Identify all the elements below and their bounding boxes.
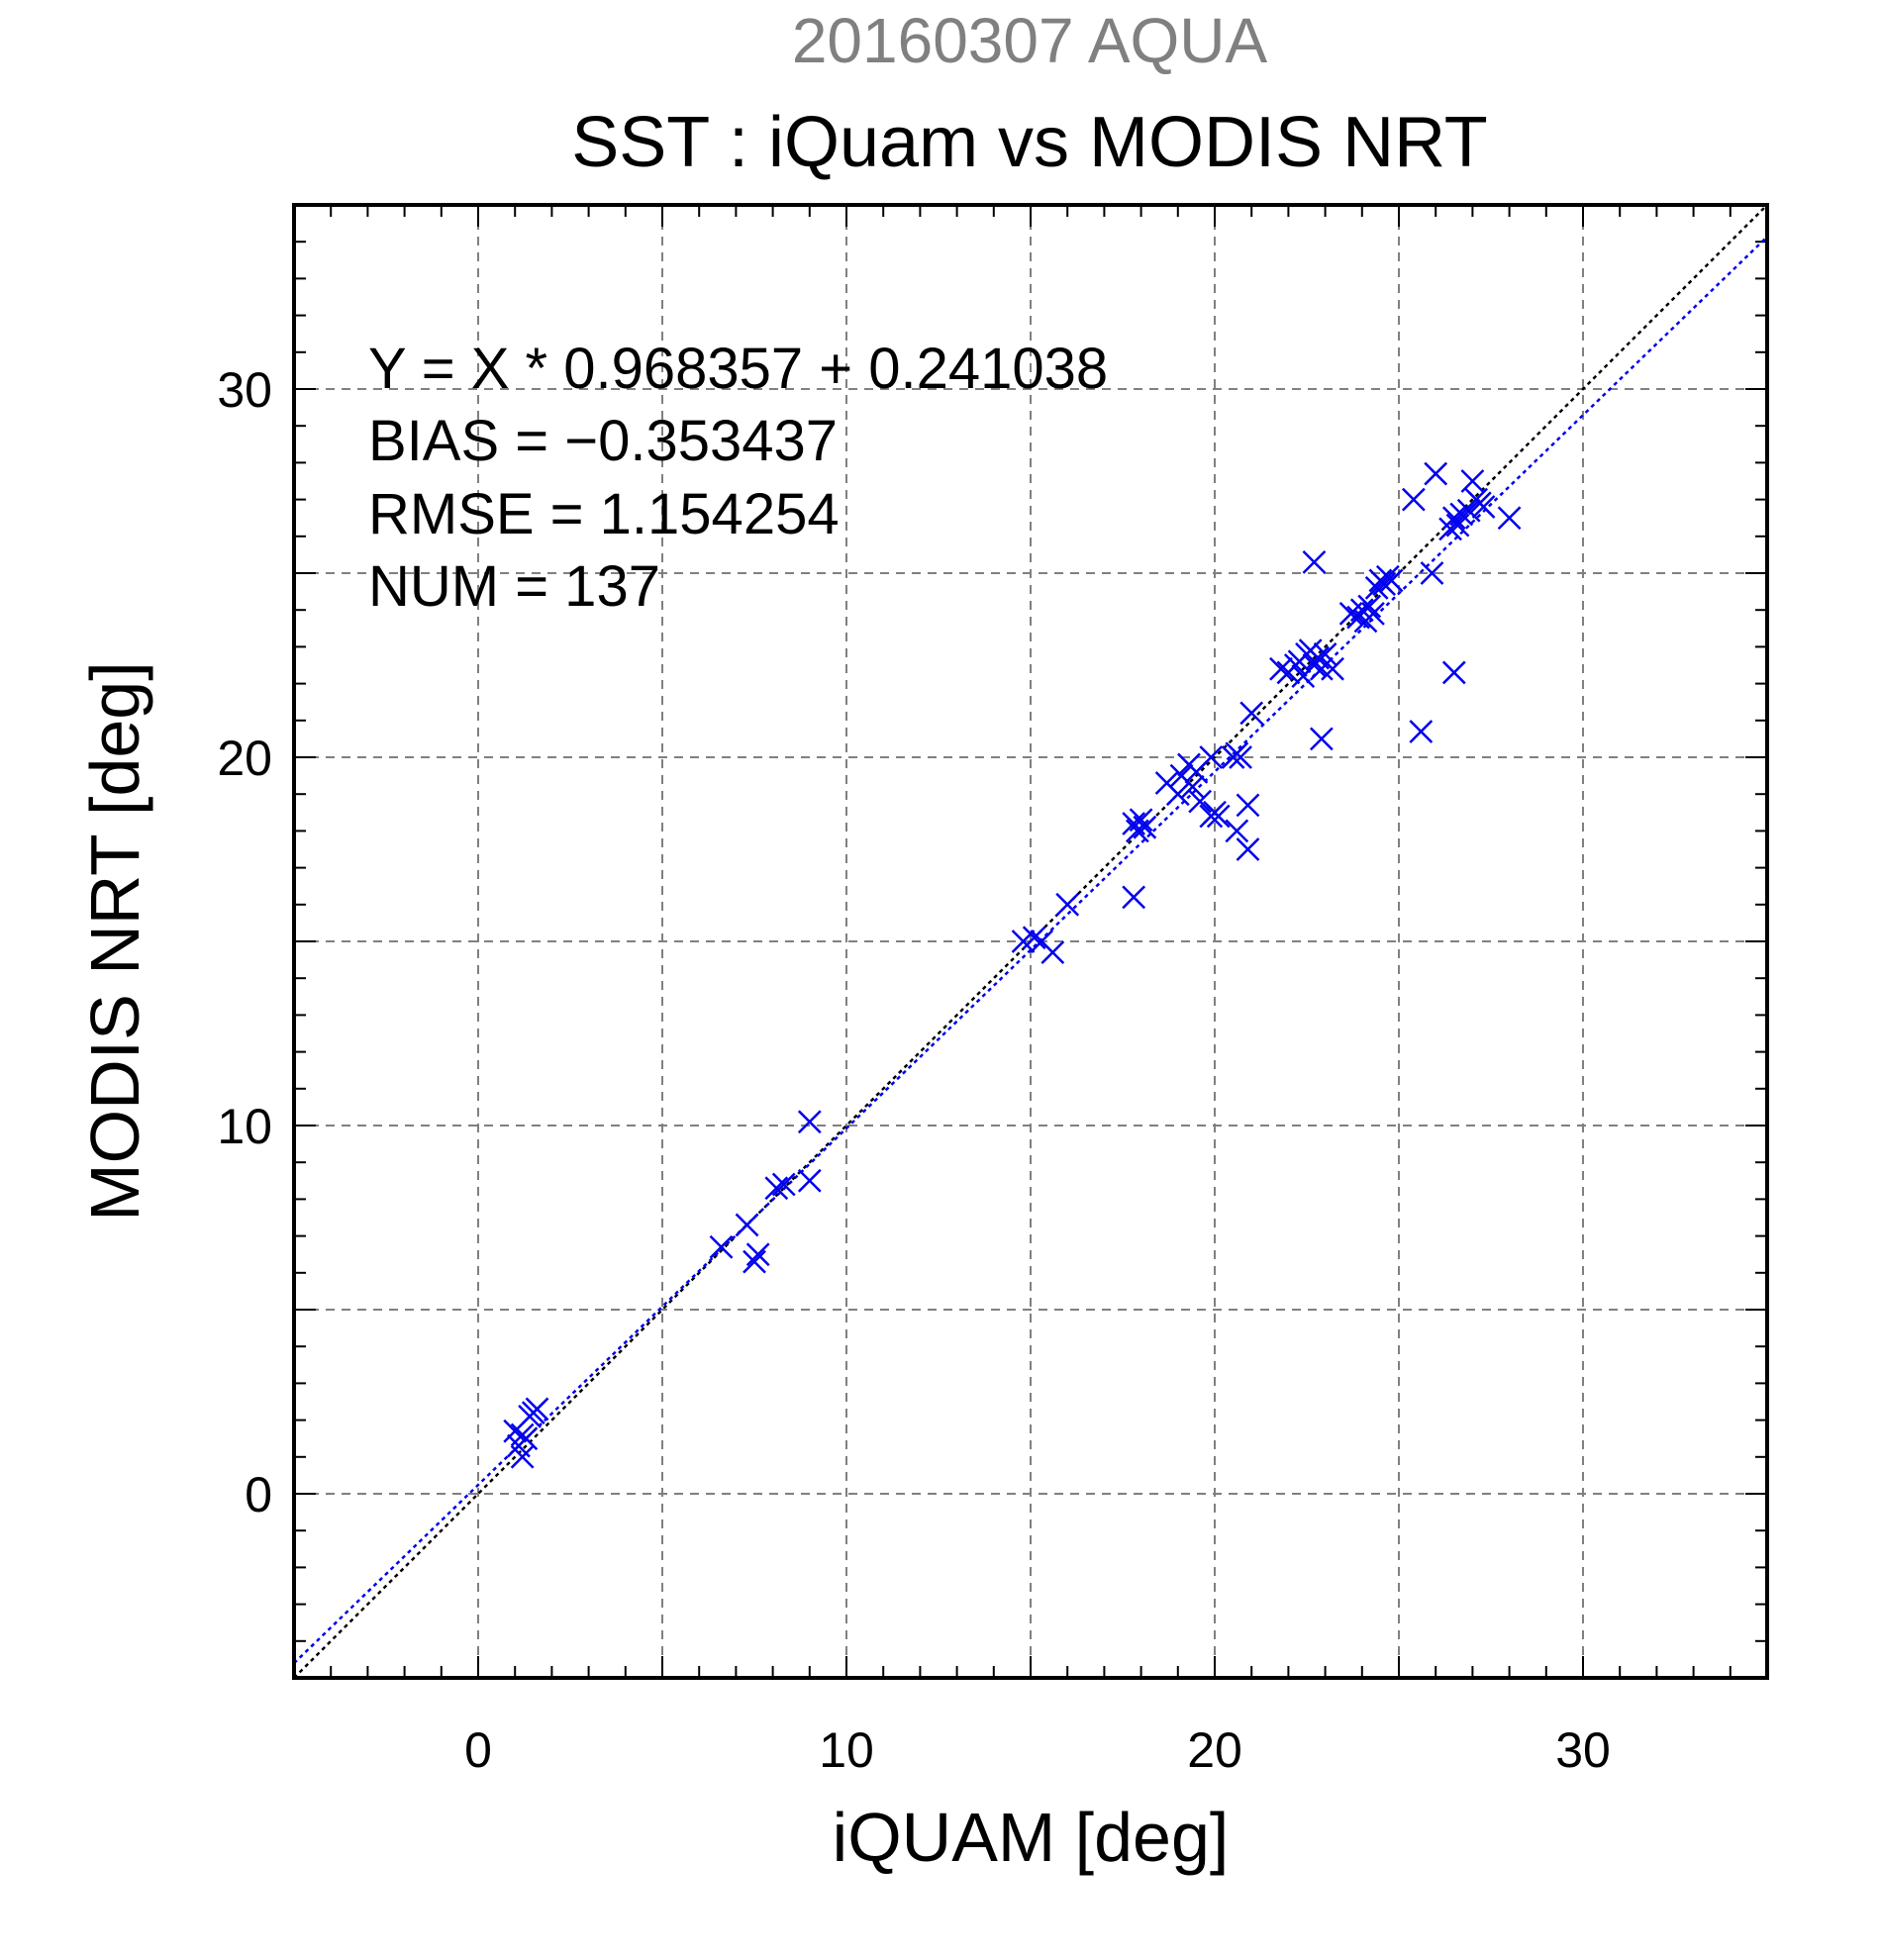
data-point <box>797 1168 822 1193</box>
data-point <box>1321 656 1344 681</box>
data-point <box>1165 782 1190 807</box>
tick-labels: 0 10 20 30 0 10 20 30 <box>217 362 1610 1778</box>
data-point <box>742 1249 766 1274</box>
stat-rmse: RMSE = 1.154254 <box>368 482 840 546</box>
y-axis-label: MODIS NRT [deg] <box>76 661 153 1221</box>
data-point <box>1199 745 1224 769</box>
stat-num: NUM = 137 <box>368 554 660 619</box>
data-point <box>1225 819 1249 843</box>
y-tick-label: 10 <box>217 1099 272 1154</box>
data-point <box>1309 656 1334 681</box>
data-point <box>1497 506 1522 531</box>
data-point <box>1040 940 1065 965</box>
data-point <box>1420 561 1444 585</box>
data-point <box>1361 602 1385 626</box>
data-point <box>1122 885 1146 910</box>
x-tick-label: 20 <box>1187 1722 1242 1778</box>
data-point <box>1424 461 1448 486</box>
data-point <box>771 1172 796 1197</box>
data-point <box>1188 789 1213 814</box>
x-tick-label: 0 <box>464 1722 492 1778</box>
chart-title: SST : iQuam vs MODIS NRT <box>571 103 1488 182</box>
y-tick-label: 0 <box>245 1467 272 1522</box>
data-point <box>1460 469 1485 493</box>
x-tick-label: 10 <box>819 1722 874 1778</box>
data-point <box>525 1397 549 1421</box>
data-point <box>1269 656 1293 681</box>
data-point <box>1309 727 1334 751</box>
data-point <box>510 1422 535 1447</box>
stat-bias: BIAS = −0.353437 <box>368 409 838 473</box>
grid <box>294 205 1767 1678</box>
data-point <box>797 1110 822 1134</box>
data-point <box>1302 549 1327 574</box>
data-point <box>1357 594 1382 619</box>
stat-fit-equation: Y = X * 0.968357 + 0.241038 <box>368 337 1108 401</box>
data-point <box>1372 572 1397 597</box>
data-point <box>735 1213 759 1237</box>
data-point <box>1022 926 1046 950</box>
y-tick-label: 30 <box>217 362 272 418</box>
data-point <box>764 1176 789 1201</box>
data-point <box>709 1234 734 1259</box>
plot-frame <box>292 203 1769 1680</box>
identity-line <box>293 204 1768 1679</box>
chart-subtitle: 20160307 AQUA <box>792 5 1268 76</box>
data-point <box>1456 498 1481 523</box>
data-point <box>745 1242 770 1267</box>
data-point <box>1236 793 1260 818</box>
x-tick-label: 30 <box>1555 1722 1611 1778</box>
data-point <box>1236 837 1260 861</box>
data-point <box>1471 495 1496 519</box>
data-point <box>1239 701 1264 726</box>
data-points <box>503 461 1522 1469</box>
x-axis-label: iQUAM [deg] <box>833 1799 1230 1876</box>
data-point <box>1129 808 1153 833</box>
data-point <box>1055 892 1080 917</box>
data-point <box>1313 641 1337 666</box>
data-point <box>1206 804 1231 829</box>
stats-block: Y = X * 0.968357 + 0.241038 BIAS = −0.35… <box>368 337 1108 619</box>
data-point <box>1441 660 1466 685</box>
data-point <box>1401 487 1426 512</box>
y-tick-label: 20 <box>217 731 272 786</box>
data-point <box>1180 774 1205 799</box>
data-point <box>1379 568 1404 593</box>
data-point <box>1133 815 1157 839</box>
data-point <box>1229 745 1252 769</box>
data-point <box>1409 720 1434 743</box>
data-point <box>510 1444 535 1469</box>
data-point <box>1441 506 1466 531</box>
